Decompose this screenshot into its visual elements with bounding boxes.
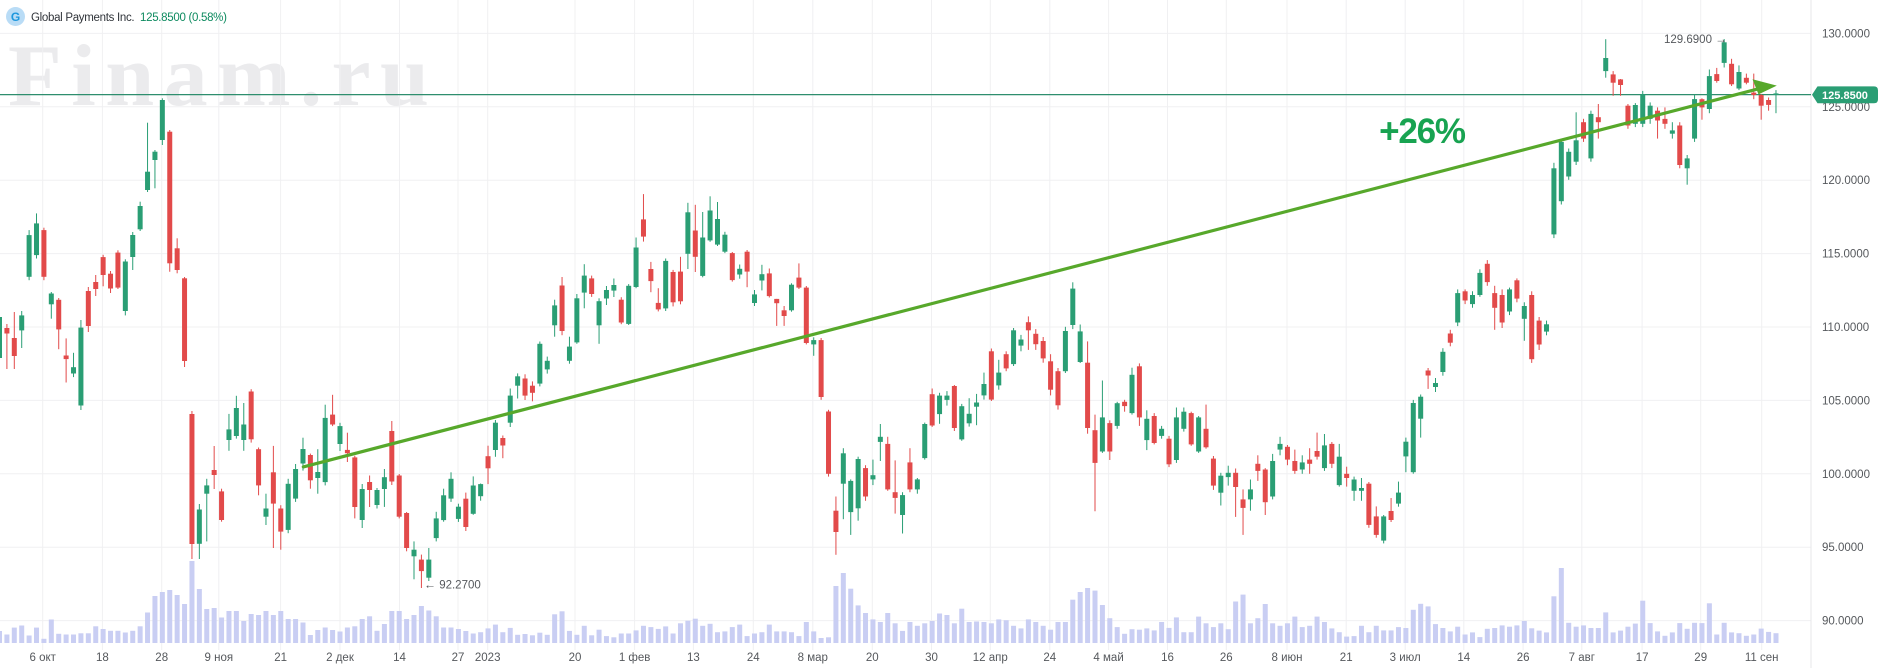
svg-text:17: 17 [1636, 652, 1649, 664]
svg-text:8 мар: 8 мар [798, 652, 828, 664]
svg-text:1 фев: 1 фев [619, 652, 651, 664]
svg-text:20: 20 [866, 652, 879, 664]
svg-text:Finam.ru: Finam.ru [8, 28, 438, 125]
svg-text:95.0000: 95.0000 [1822, 542, 1864, 554]
svg-text:125.0000: 125.0000 [1822, 102, 1870, 114]
svg-text:2 дек: 2 дек [326, 652, 355, 664]
svg-text:2023: 2023 [475, 652, 501, 664]
svg-text:115.0000: 115.0000 [1822, 249, 1869, 261]
svg-text:6 окт: 6 окт [29, 652, 56, 664]
svg-text:14: 14 [393, 652, 406, 664]
svg-text:24: 24 [1043, 652, 1056, 664]
svg-text:14: 14 [1457, 652, 1470, 664]
svg-text:24: 24 [747, 652, 760, 664]
svg-text:130.0000: 130.0000 [1822, 28, 1870, 40]
svg-text:105.0000: 105.0000 [1822, 395, 1870, 407]
svg-text:120.0000: 120.0000 [1822, 175, 1870, 187]
svg-text:26: 26 [1220, 652, 1233, 664]
svg-text:129.6900 →: 129.6900 → [1664, 32, 1727, 46]
svg-text:28: 28 [155, 652, 168, 664]
svg-text:125.8500 (0.58%): 125.8500 (0.58%) [140, 12, 227, 24]
svg-text:27: 27 [452, 652, 465, 664]
svg-text:+26%: +26% [1379, 112, 1466, 151]
svg-text:125.8500: 125.8500 [1822, 90, 1868, 102]
svg-text:18: 18 [96, 652, 109, 664]
svg-text:7 авг: 7 авг [1569, 652, 1595, 664]
svg-text:26: 26 [1517, 652, 1530, 664]
svg-text:90.0000: 90.0000 [1822, 616, 1864, 628]
svg-text:← 92.2700: ← 92.2700 [424, 578, 481, 592]
svg-text:20: 20 [569, 652, 582, 664]
svg-text:G: G [11, 10, 20, 24]
svg-text:12 апр: 12 апр [973, 652, 1008, 664]
svg-text:8 июн: 8 июн [1272, 652, 1303, 664]
svg-text:16: 16 [1161, 652, 1174, 664]
svg-text:9 ноя: 9 ноя [205, 652, 234, 664]
svg-text:Global Payments Inc.: Global Payments Inc. [31, 12, 134, 24]
svg-text:21: 21 [274, 652, 287, 664]
svg-text:110.0000: 110.0000 [1822, 322, 1869, 334]
svg-text:3 июл: 3 июл [1390, 652, 1421, 664]
svg-text:13: 13 [687, 652, 700, 664]
svg-text:100.0000: 100.0000 [1822, 469, 1870, 481]
svg-text:11 сен: 11 сен [1745, 652, 1779, 664]
svg-text:21: 21 [1340, 652, 1353, 664]
svg-text:29: 29 [1694, 652, 1707, 664]
svg-text:30: 30 [925, 652, 938, 664]
svg-text:4 май: 4 май [1093, 652, 1123, 664]
